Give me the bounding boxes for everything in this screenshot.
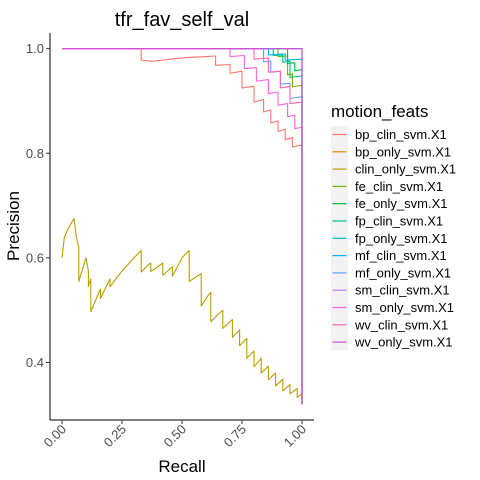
legend-label: bp_clin_svm.X1 (355, 127, 447, 142)
legend-label: wv_only_svm.X1 (354, 335, 453, 350)
legend-label: wv_clin_svm.X1 (354, 317, 448, 332)
y-tick-label: 0.6 (26, 250, 44, 265)
series-line-fe-clin-svm-x1 (62, 48, 303, 405)
y-axis-title: Precision (4, 191, 23, 261)
x-axis-title: Recall (158, 457, 205, 476)
legend-label: sm_clin_svm.X1 (355, 283, 450, 298)
legend-label: mf_only_svm.X1 (355, 265, 451, 280)
series-line-fp-clin-svm-x1 (62, 48, 303, 405)
legend-label: fp_only_svm.X1 (355, 231, 448, 246)
series-line-clin-only-svm-x1 (61, 218, 303, 405)
series-line-wv-clin-svm-x1 (62, 48, 303, 405)
legend-label: fp_clin_svm.X1 (355, 214, 443, 229)
series-line-bp-clin-svm-x1 (62, 48, 303, 405)
chart-title: tfr_fav_self_val (115, 9, 250, 31)
y-tick-label: 0.8 (26, 146, 44, 161)
series-line-wv-only-svm-x1 (62, 48, 303, 405)
legend-label: sm_only_svm.X1 (355, 300, 454, 315)
legend-label: fe_only_svm.X1 (355, 196, 448, 211)
legend: motion_feats bp_clin_svm.X1 bp_only_svm.X… (331, 102, 456, 351)
y-tick-label: 1.0 (26, 41, 44, 56)
legend-label: bp_only_svm.X1 (355, 144, 451, 159)
legend-title: motion_feats (331, 102, 428, 121)
y-tick-label: 0.4 (26, 355, 44, 370)
legend-label: mf_clin_svm.X1 (355, 248, 447, 263)
legend-label: clin_only_svm.X1 (355, 162, 456, 177)
legend-label: fe_clin_svm.X1 (355, 179, 443, 194)
plot-panel (61, 48, 303, 405)
series-line-sm-only-svm-x1 (62, 48, 303, 405)
